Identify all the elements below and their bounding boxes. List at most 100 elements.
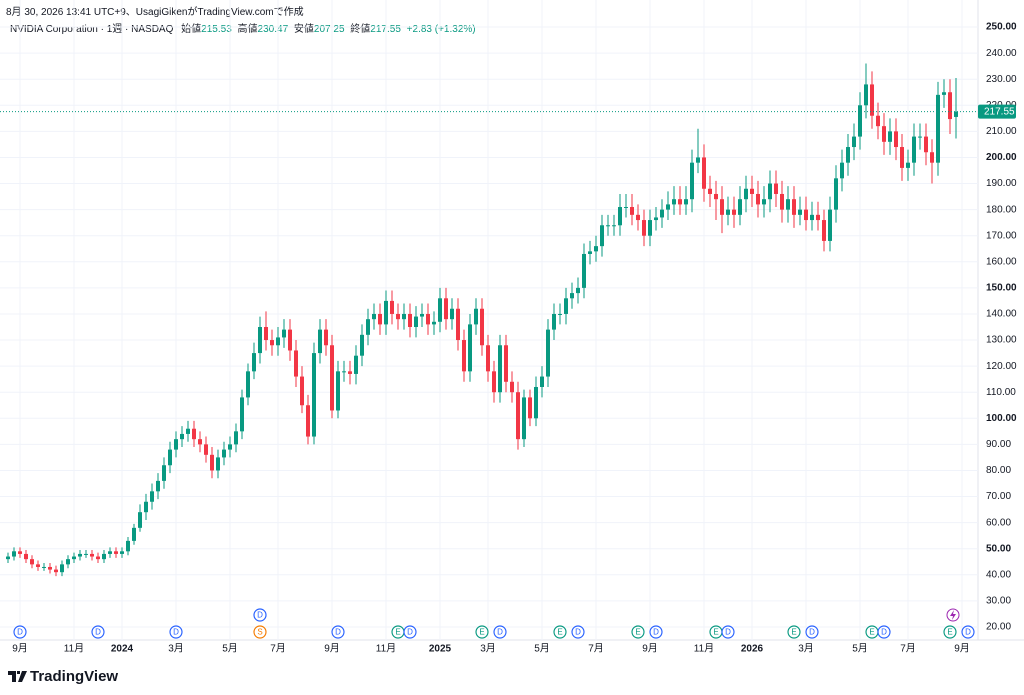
event-label: D xyxy=(335,628,341,637)
event-marker[interactable] xyxy=(877,625,891,639)
credit: 8月 30, 2026 13:41 UTC+9、UsagiGikenがTradi… xyxy=(6,7,304,18)
x-tick-label: 3月 xyxy=(480,643,496,655)
candle-body xyxy=(816,214,820,221)
candle-body xyxy=(528,397,532,419)
candle-body xyxy=(66,559,70,565)
event-marker[interactable] xyxy=(13,625,27,639)
low-value: 207.25 xyxy=(313,24,345,35)
x-tick-label: 3月 xyxy=(168,643,184,655)
candle-body xyxy=(468,324,472,372)
candle-body xyxy=(78,553,82,557)
candle-body xyxy=(924,136,928,153)
candle-body xyxy=(570,293,574,299)
candle-body xyxy=(366,319,370,335)
candle-body xyxy=(294,350,298,377)
event-marker[interactable] xyxy=(253,608,267,622)
candle-body xyxy=(72,556,76,560)
candle-body xyxy=(270,340,274,346)
candle-body xyxy=(312,353,316,437)
event-marker[interactable] xyxy=(571,625,585,639)
candle-body xyxy=(582,253,586,288)
candle-body xyxy=(228,444,232,450)
candle-body xyxy=(324,329,328,346)
candle-body xyxy=(414,316,418,327)
candle-body xyxy=(552,313,556,330)
candle-body xyxy=(150,491,154,502)
event-marker[interactable] xyxy=(493,625,507,639)
x-tick-label: 9月 xyxy=(642,643,658,655)
brand-logo xyxy=(8,671,27,682)
y-tick-label: 60.00 xyxy=(986,517,1011,528)
candle-body xyxy=(444,298,448,320)
candle-body xyxy=(342,371,346,373)
candle-body xyxy=(600,225,604,247)
candle-body xyxy=(282,329,286,338)
y-tick-label: 180.00 xyxy=(986,204,1017,215)
candle-body xyxy=(642,220,646,236)
event-marker[interactable] xyxy=(961,625,975,639)
event-marker[interactable] xyxy=(553,625,567,639)
candle-body xyxy=(456,308,460,341)
y-tick-label: 100.00 xyxy=(986,413,1017,424)
y-tick-label: 200.00 xyxy=(986,152,1017,163)
candle-body xyxy=(930,152,934,163)
event-label: D xyxy=(809,628,815,637)
candle-body xyxy=(42,566,46,568)
y-tick-label: 190.00 xyxy=(986,178,1017,189)
event-label: D xyxy=(725,628,731,637)
event-label: S xyxy=(257,628,262,637)
candle-body xyxy=(822,220,826,241)
candle-body xyxy=(36,564,40,567)
event-label: D xyxy=(173,628,179,637)
candle-body xyxy=(750,188,754,194)
event-label: D xyxy=(407,628,413,637)
x-tick-label: 7月 xyxy=(270,643,286,655)
event-marker[interactable] xyxy=(787,625,801,639)
candle-body xyxy=(498,345,502,393)
x-tick-label: 2024 xyxy=(111,644,134,655)
candle-body xyxy=(432,321,436,325)
candle-body xyxy=(102,553,106,560)
y-tick-label: 240.00 xyxy=(986,48,1017,59)
event-marker[interactable] xyxy=(475,625,489,639)
event-marker[interactable] xyxy=(253,625,267,639)
candle-body xyxy=(90,553,94,557)
event-marker[interactable] xyxy=(805,625,819,639)
event-marker[interactable] xyxy=(331,625,345,639)
candle-body xyxy=(834,178,838,210)
candle-body xyxy=(132,527,136,541)
last-price-label: 217.55 xyxy=(984,106,1015,117)
event-label: E xyxy=(713,628,718,637)
candle-body xyxy=(450,308,454,320)
event-marker[interactable] xyxy=(721,625,735,639)
candle-body xyxy=(462,340,466,372)
event-marker[interactable] xyxy=(403,625,417,639)
candle-body xyxy=(84,553,88,555)
candle-body xyxy=(180,433,184,440)
event-label: D xyxy=(95,628,101,637)
y-tick-label: 90.00 xyxy=(986,439,1011,450)
event-marker[interactable] xyxy=(649,625,663,639)
event-marker[interactable] xyxy=(943,625,957,639)
event-label: D xyxy=(17,628,23,637)
event-marker[interactable] xyxy=(169,625,183,639)
candle-body xyxy=(942,92,946,95)
event-marker[interactable] xyxy=(91,625,105,639)
candle-body xyxy=(306,405,310,437)
candle-body xyxy=(348,371,352,374)
candle-body xyxy=(174,439,178,450)
lightning-icon xyxy=(950,610,956,620)
change: +2.83 (+1.32%) xyxy=(406,24,476,35)
y-tick-label: 170.00 xyxy=(986,230,1017,241)
candle-body xyxy=(726,209,730,215)
candle-body xyxy=(660,209,664,218)
event-marker[interactable] xyxy=(631,625,645,639)
y-tick-label: 140.00 xyxy=(986,309,1017,320)
x-tick-label: 3月 xyxy=(798,643,814,655)
candle-body xyxy=(378,313,382,325)
candle-body xyxy=(786,199,790,210)
event-label: E xyxy=(947,628,952,637)
brand: TradingView xyxy=(30,668,119,685)
candle-body xyxy=(474,308,478,325)
candle-body xyxy=(396,313,400,320)
